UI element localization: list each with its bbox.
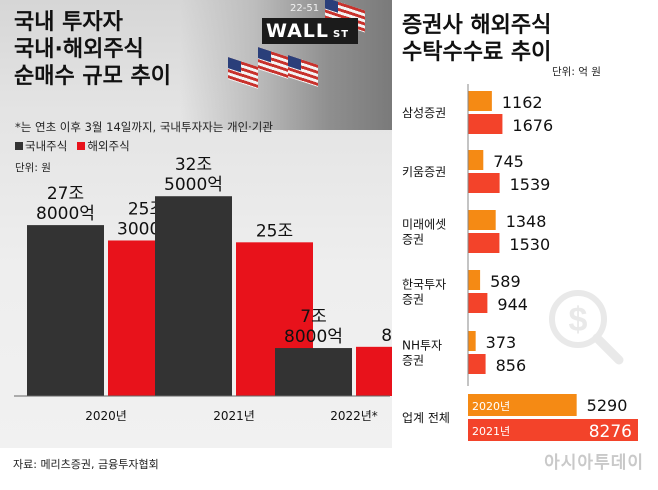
right-title-line: 수탁수수료 추이	[402, 40, 552, 65]
source-note: 자료: 메리츠증권, 금융투자협회	[13, 458, 159, 471]
footer: 자료: 메리츠증권, 금융투자협회 아시아투데이	[0, 448, 658, 490]
legend-swatch-foreign	[77, 142, 86, 150]
legend-swatch-domestic	[15, 142, 23, 150]
bar-total-2020년	[468, 394, 577, 416]
photo-street-number: 22-51	[290, 3, 320, 14]
data-label: 5000억	[164, 175, 223, 195]
data-label: 856	[496, 356, 527, 375]
data-label: 1530	[509, 235, 550, 254]
data-label: 25조	[256, 221, 293, 241]
x-tick-label: 2022년*	[330, 409, 378, 423]
bar-2021년-2	[468, 233, 500, 253]
category-label: 삼성증권	[402, 106, 446, 120]
category-label: 한국투자	[402, 278, 446, 292]
bar-2021년-0	[468, 114, 503, 134]
data-label: 1539	[510, 175, 551, 194]
category-label: 키움증권	[402, 165, 446, 179]
legend: 국내주식 해외주식	[15, 138, 130, 154]
category-label: 증권	[402, 233, 424, 247]
svg-text:$: $	[569, 301, 588, 339]
bar-2020년-3	[468, 270, 481, 290]
left-title-line: 국내 투자자	[14, 10, 123, 35]
data-label: 27조	[47, 184, 84, 204]
data-label: 589	[490, 272, 521, 291]
left-title: 국내 투자자 국내·해외주식 순매수 규모 추이	[14, 9, 171, 90]
right-title-line: 증권사 해외주식	[402, 13, 552, 38]
data-label: 1162	[502, 93, 543, 112]
legend-item-foreign: 해외주식	[77, 138, 130, 154]
wall-street-sign: WALL ST	[262, 18, 358, 44]
bar-2020년-0	[468, 91, 492, 111]
category-label: 미래에셋	[402, 218, 446, 232]
custody-fee-bar-chart: 11621676삼성증권7451539키움증권13481530미래에셋증권589…	[402, 84, 638, 442]
category-label: NH투자	[402, 339, 442, 353]
data-label: 944	[497, 295, 528, 314]
left-unit: 단위: 원	[15, 162, 51, 174]
left-panel: WALL ST 22-51 국내 투자자 국내·해외주식 순매수 규모 추이 *는…	[0, 0, 392, 448]
bar-foreign-2	[356, 346, 392, 396]
legend-label: 국내주식	[25, 139, 68, 153]
bar-2021년-3	[468, 293, 488, 313]
left-title-line: 순매수 규모 추이	[14, 64, 171, 89]
wall-street-sign-suffix: ST	[333, 29, 350, 40]
data-label: 7조	[300, 307, 326, 327]
category-label: 증권	[402, 293, 424, 307]
data-label: 8000억	[284, 327, 343, 347]
data-label: 5290	[587, 396, 628, 415]
total-label: 업계 전체	[402, 411, 450, 425]
right-panel: 증권사 해외주식 수탁수수료 추이 단위: 억 원 $ 1162 1676 삼성증권…	[392, 0, 658, 448]
left-note: *는 연초 이후 3월 14일까지, 국내투자자는 개인·기관	[15, 120, 273, 134]
bar-2020년-1	[468, 150, 484, 170]
bar-domestic-0	[27, 225, 104, 396]
right-title: 증권사 해외주식 수탁수수료 추이	[402, 12, 551, 66]
bar-2020년-4	[468, 331, 476, 351]
right-unit: 단위: 억 원	[552, 66, 601, 78]
bar-2021년-1	[468, 173, 500, 193]
dollar-magnifier-icon: $	[549, 290, 624, 365]
publisher-logo: 아시아투데이	[544, 453, 644, 473]
data-label: 373	[486, 333, 517, 352]
bar-2020년-2	[468, 210, 496, 230]
total-year-label: 2021년	[472, 425, 510, 438]
data-label: 8276	[589, 422, 632, 442]
bar-2021년-4	[468, 354, 486, 374]
bar-total-2021년	[468, 419, 638, 441]
data-label: 8조	[381, 326, 392, 346]
data-label: 32조	[175, 155, 212, 175]
legend-item-domestic: 국내주식	[15, 138, 67, 154]
total-year-label: 2020년	[472, 400, 510, 413]
x-tick-label: 2021년	[213, 409, 255, 423]
legend-label: 해외주식	[87, 139, 130, 153]
data-label: 1348	[506, 212, 547, 231]
x-tick-label: 2020년	[85, 409, 127, 423]
data-label: 1676	[512, 116, 553, 135]
bar-domestic-2	[275, 348, 352, 396]
left-title-line: 국내·해외주식	[14, 37, 144, 62]
wall-street-sign-text: WALL	[266, 20, 330, 42]
category-label: 증권	[402, 354, 424, 368]
data-label: 745	[493, 152, 524, 171]
bar-domestic-1	[155, 196, 232, 396]
data-label: 8000억	[36, 204, 95, 224]
